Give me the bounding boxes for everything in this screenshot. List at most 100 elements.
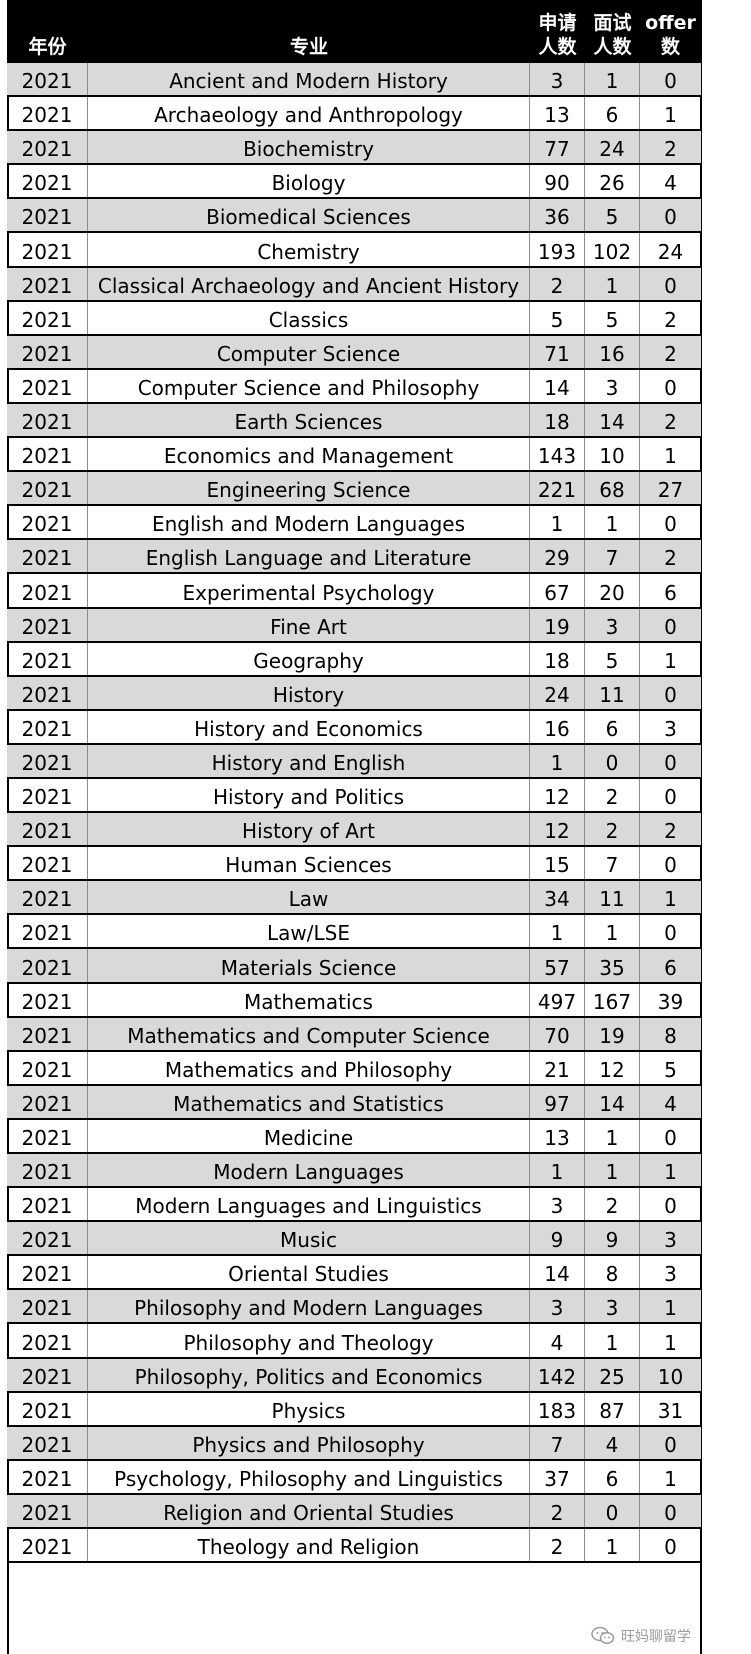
header-offers-line1: offer (645, 12, 696, 34)
cell-year: 2021 (7, 1290, 88, 1323)
cell-applicants: 19 (530, 608, 585, 641)
cell-offers: 1 (664, 648, 677, 673)
table-row: 2021 Experimental Psychology 67 20 6 (7, 574, 701, 609)
table-row: 2021 Materials Science 57 35 6 (7, 949, 701, 984)
table-row: 2021 Ancient and Modern History 3 1 0 (7, 63, 701, 98)
cell-applicants: 71 (530, 335, 585, 368)
cell-applicants: 1 (530, 915, 585, 948)
cell-interviews: 5 (585, 301, 640, 334)
header-offers: offer 数 (640, 0, 701, 63)
cell-interviews: 19 (585, 1017, 640, 1050)
table-row: 2021 Engineering Science 221 68 27 (7, 472, 701, 507)
wechat-icon (591, 1626, 615, 1644)
cell-applicants: 18 (530, 642, 585, 675)
cell-interviews: 1 (585, 1529, 640, 1562)
cell-applicants: 57 (530, 949, 585, 982)
cell-offers: 2 (664, 819, 677, 844)
cell-applicants: 221 (530, 472, 585, 505)
cell-year: 2021 (7, 131, 88, 164)
header-interviews-line2: 人数 (593, 36, 632, 58)
table-row: 2021 Mathematics 497 167 39 (7, 983, 701, 1018)
cell-year: 2021 (7, 1154, 88, 1187)
table-row: 2021 Geography 18 5 1 (7, 642, 701, 677)
cell-interviews: 8 (585, 1256, 640, 1289)
cell-applicants: 143 (530, 438, 585, 471)
table-row: 2021 Earth Sciences 18 14 2 (7, 403, 701, 439)
table-row: 2021 History of Art 12 2 2 (7, 813, 701, 848)
cell-year: 2021 (7, 608, 88, 641)
cell-applicants: 3 (530, 1188, 585, 1221)
cell-offers: 0 (664, 614, 677, 639)
cell-interviews: 12 (585, 1051, 640, 1084)
header-offers-line2: 数 (660, 36, 680, 58)
table-row: 2021 Classics 5 5 2 (7, 301, 701, 336)
table-row: 2021 Human Sciences 15 7 0 (7, 847, 701, 882)
cell-offers: 4 (664, 1091, 677, 1116)
table-row: 2021 Philosophy and Theology 4 1 1 (7, 1324, 701, 1359)
table-row: 2021 Law 34 11 1 (7, 881, 701, 916)
cell-applicants: 193 (530, 233, 585, 266)
cell-major: Music (88, 1222, 530, 1255)
cell-applicants: 1 (530, 744, 585, 777)
cell-major: Biology (88, 165, 530, 198)
cell-major: English and Modern Languages (88, 506, 530, 539)
cell-applicants: 18 (530, 403, 585, 437)
cell-interviews: 0 (585, 1494, 640, 1528)
cell-year: 2021 (7, 813, 88, 846)
cell-major: History (88, 676, 530, 709)
cell-offers: 31 (657, 1398, 684, 1423)
cell-interviews: 11 (585, 881, 640, 914)
cell-applicants: 1 (530, 1154, 585, 1187)
cell-applicants: 70 (530, 1017, 585, 1050)
cell-major: Classics (88, 301, 530, 334)
table-row: 2021 Computer Science 71 16 2 (7, 335, 701, 370)
cell-year: 2021 (7, 472, 88, 505)
table-row: 2021 History 24 11 0 (7, 676, 701, 711)
table-row: 2021 Modern Languages and Linguistics 3 2 0 (7, 1188, 701, 1223)
cell-offers: 0 (664, 1432, 677, 1457)
cell-major: History and English (88, 744, 530, 777)
cell-major: Biomedical Sciences (88, 199, 530, 232)
cell-major: Oriental Studies (88, 1256, 530, 1289)
cell-major: Medicine (88, 1119, 530, 1152)
cell-year: 2021 (7, 1222, 88, 1255)
cell-applicants: 14 (530, 369, 585, 402)
table-row: 2021 Computer Science and Philosophy 14 3 0 (7, 369, 701, 404)
header-applicants-line2: 人数 (538, 36, 577, 58)
cell-year: 2021 (7, 642, 88, 675)
cell-offers: 8 (664, 1023, 677, 1048)
cell-major: Computer Science and Philosophy (88, 369, 530, 402)
cell-year: 2021 (7, 676, 88, 709)
cell-major: Physics and Philosophy (88, 1426, 530, 1459)
cell-applicants: 97 (530, 1085, 585, 1118)
cell-applicants: 183 (530, 1392, 585, 1425)
cell-applicants: 1 (530, 506, 585, 539)
cell-year: 2021 (7, 744, 88, 777)
cell-year: 2021 (7, 881, 88, 914)
table-body: 2021 Ancient and Modern History 3 1 0 2021 Arc… (7, 63, 701, 1564)
cell-interviews: 3 (585, 369, 640, 402)
cell-interviews: 3 (585, 1290, 640, 1323)
header-applicants: 申请 人数 (530, 0, 585, 63)
cell-year: 2021 (7, 63, 88, 96)
cell-interviews: 87 (585, 1392, 640, 1425)
cell-year: 2021 (7, 847, 88, 880)
cell-interviews: 6 (585, 710, 640, 743)
cell-interviews: 2 (585, 1188, 640, 1221)
cell-interviews: 1 (585, 1154, 640, 1187)
table-row: 2021 Physics and Philosophy 7 4 0 (7, 1426, 701, 1461)
cell-year: 2021 (7, 1494, 88, 1528)
cell-applicants: 12 (530, 813, 585, 846)
table-row: 2021 Modern Languages 1 1 1 (7, 1154, 701, 1189)
cell-offers: 1 (664, 887, 677, 912)
cell-applicants: 7 (530, 1426, 585, 1459)
cell-offers: 1 (664, 1160, 677, 1185)
cell-offers: 27 (657, 478, 684, 503)
cell-offers: 2 (664, 546, 677, 571)
cell-interviews: 1 (585, 267, 640, 300)
cell-year: 2021 (7, 710, 88, 743)
cell-year: 2021 (7, 1529, 88, 1562)
cell-year: 2021 (7, 1392, 88, 1425)
cell-interviews: 5 (585, 642, 640, 675)
cell-major: Engineering Science (88, 472, 530, 505)
